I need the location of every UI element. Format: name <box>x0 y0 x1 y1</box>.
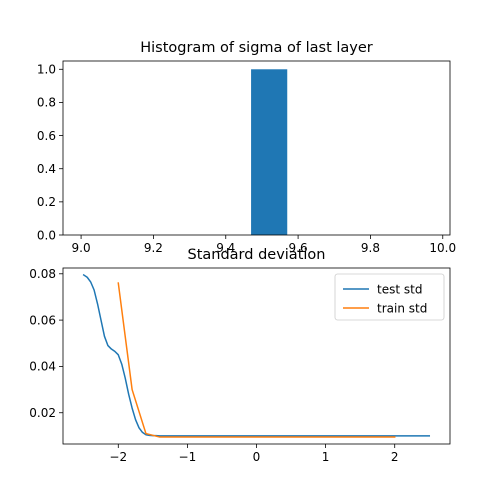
y-tick-label: 0.08 <box>29 267 56 281</box>
x-tick-label: 9.0 <box>72 241 91 255</box>
series-line-train-std <box>117 282 396 438</box>
y-tick-label: 0.0 <box>37 228 56 242</box>
series-lines <box>82 273 431 438</box>
std-line-chart: −2 −1 0 1 2 0.02 0.04 0.06 0.08 Standard deviatio… <box>29 247 451 464</box>
legend-label: test std <box>377 282 422 296</box>
x-tick-label: 9.2 <box>144 241 163 255</box>
y-tick-label: 0.2 <box>37 195 56 209</box>
legend-label: train std <box>377 301 427 315</box>
x-tick-label: 9.6 <box>289 241 308 255</box>
series-line-test-std <box>82 273 431 437</box>
x-tick-label: 2 <box>391 450 399 464</box>
y-tick-label: 0.04 <box>29 360 56 374</box>
y-tick-label: 1.0 <box>37 63 56 77</box>
legend: test std train std <box>334 273 445 321</box>
y-tick-label: 0.8 <box>37 96 56 110</box>
plot-frame <box>62 267 451 445</box>
y-tick-label: 0.6 <box>37 129 56 143</box>
y-tick-label: 0.02 <box>29 406 56 420</box>
x-tick-label: 10.0 <box>429 241 456 255</box>
chart-title: Standard deviation <box>188 247 326 263</box>
x-tick-label: 9.4 <box>216 241 235 255</box>
chart-title: Histogram of sigma of last layer <box>140 40 373 56</box>
histogram-chart: 9.0 9.2 9.4 9.6 9.8 10.0 0.0 0.2 0.4 0.6 0.8 1.0 His… <box>37 40 456 255</box>
x-tick-label: −1 <box>179 450 197 464</box>
plot-frame <box>62 60 451 236</box>
x-tick-label: 1 <box>322 450 330 464</box>
x-tick-label: −2 <box>109 450 127 464</box>
x-tick-label: 9.8 <box>361 241 380 255</box>
histogram-bars <box>251 69 288 235</box>
y-tick-label: 0.06 <box>29 313 56 327</box>
x-tick-label: 0 <box>253 450 261 464</box>
y-tick-label: 0.4 <box>37 162 56 176</box>
histogram-bar <box>251 69 288 235</box>
